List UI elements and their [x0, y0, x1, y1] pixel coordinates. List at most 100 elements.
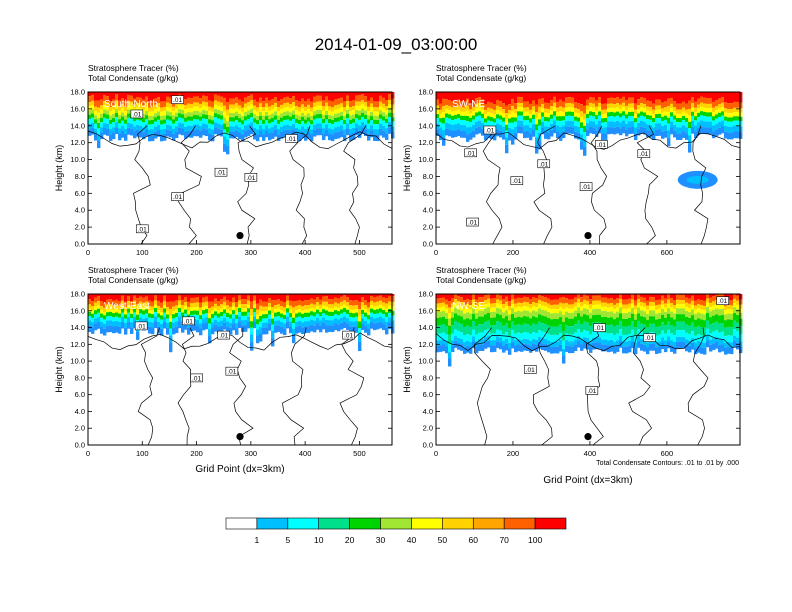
field-cell	[253, 118, 257, 123]
field-cell	[442, 310, 446, 317]
field-cell	[706, 103, 710, 109]
field-cell	[649, 130, 653, 138]
field-cell	[328, 100, 332, 107]
field-cell	[331, 107, 335, 112]
field-cell	[148, 92, 152, 102]
field-cell	[358, 315, 362, 322]
field-cell	[262, 92, 266, 102]
field-cell	[229, 112, 233, 118]
field-cell	[634, 342, 638, 348]
field-cell	[739, 121, 743, 127]
field-cell	[154, 307, 158, 313]
field-cell	[94, 302, 98, 307]
field-cell	[160, 120, 164, 125]
field-cell	[616, 317, 620, 326]
field-cell	[352, 317, 356, 322]
field-cell	[475, 108, 479, 113]
field-cell	[685, 117, 689, 123]
field-cell	[166, 102, 170, 107]
field-cell	[496, 321, 500, 330]
field-cell	[391, 310, 395, 316]
field-cell	[157, 294, 161, 301]
field-cell	[475, 121, 479, 128]
field-cell	[337, 121, 341, 127]
field-cell	[547, 317, 551, 326]
field-cell	[97, 301, 101, 306]
colorbar-label: 1	[255, 535, 260, 545]
field-cell	[130, 128, 134, 136]
field-cell	[193, 102, 197, 107]
field-cell	[637, 336, 641, 342]
field-cell	[274, 124, 278, 130]
field-cell	[196, 319, 200, 326]
field-cell	[91, 122, 95, 128]
field-cell	[247, 129, 251, 136]
field-cell	[355, 123, 359, 129]
field-cell	[175, 305, 179, 310]
field-cell	[376, 119, 380, 125]
field-cell	[718, 122, 722, 128]
field-cell	[226, 294, 230, 301]
field-cell	[586, 105, 590, 110]
field-cell	[571, 299, 575, 305]
field-cell	[235, 130, 239, 137]
field-cell	[94, 314, 98, 319]
field-cell	[721, 102, 725, 108]
field-cell	[115, 122, 119, 128]
field-cell	[502, 113, 506, 118]
field-cell	[667, 303, 671, 309]
field-cell	[478, 111, 482, 116]
field-cell	[445, 299, 449, 305]
field-cell	[658, 129, 662, 136]
field-cell	[265, 116, 269, 121]
field-cell	[499, 337, 503, 343]
field-cell	[235, 294, 239, 303]
field-cell	[640, 111, 644, 116]
field-cell	[343, 312, 347, 317]
field-cell	[535, 311, 539, 318]
x-tick-label: 100	[136, 449, 149, 458]
field-cell	[727, 108, 731, 114]
field-cell	[115, 100, 119, 105]
field-cell	[238, 295, 242, 301]
field-cell	[553, 308, 557, 314]
field-cell	[220, 129, 224, 137]
field-cell	[157, 310, 161, 314]
field-cell	[364, 294, 368, 301]
field-cell	[235, 323, 239, 329]
field-cell	[439, 307, 443, 312]
field-cell	[226, 305, 230, 310]
field-cell	[112, 321, 116, 327]
field-cell	[259, 294, 263, 300]
field-cell	[682, 111, 686, 116]
field-cell	[532, 332, 536, 339]
field-cell	[622, 126, 626, 134]
field-cell	[655, 92, 659, 100]
x-tick-label: 200	[507, 248, 520, 257]
field-cell	[154, 113, 158, 118]
field-cell	[439, 122, 443, 128]
field-cell	[493, 325, 497, 334]
field-cell	[580, 332, 584, 340]
field-cell	[181, 299, 185, 305]
field-cell	[682, 294, 686, 300]
field-cell	[133, 126, 137, 132]
field-cell	[247, 102, 251, 107]
field-cell	[592, 309, 596, 316]
field-cell	[199, 130, 203, 138]
field-cell	[352, 309, 356, 314]
field-cell	[508, 306, 512, 311]
field-cell	[100, 127, 104, 133]
field-cell	[469, 347, 473, 354]
field-cell	[658, 308, 662, 313]
field-cell	[241, 315, 245, 321]
field-cell	[127, 113, 131, 118]
field-cell	[451, 311, 455, 318]
field-cell	[235, 97, 239, 104]
field-cell	[457, 342, 461, 350]
field-cell	[634, 327, 638, 336]
field-cell	[142, 297, 146, 303]
field-cell	[256, 319, 260, 325]
field-cell	[580, 302, 584, 307]
field-cell	[256, 314, 260, 320]
